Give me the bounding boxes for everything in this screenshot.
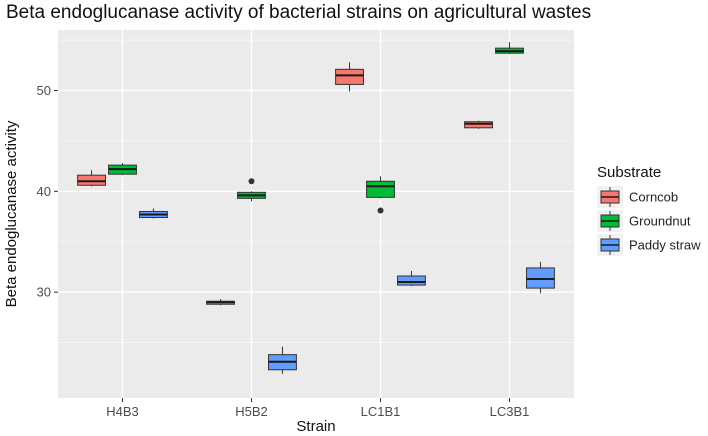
x-tick-label: LC1B1 bbox=[361, 404, 401, 419]
x-axis-title: Strain bbox=[296, 418, 335, 435]
box-body bbox=[366, 180, 395, 198]
axes: 30 40 50 H4B3 H5B2 LC1B1 LC3B1 Strain Beta en… bbox=[3, 83, 529, 435]
x-axis: H4B3 H5B2 LC1B1 LC3B1 bbox=[106, 398, 529, 419]
box-paddy-straw-lc3b1 bbox=[526, 261, 555, 294]
x-tick-label: LC3B1 bbox=[490, 404, 530, 419]
legend-label: Corncob bbox=[629, 190, 678, 205]
x-tick-label: H4B3 bbox=[106, 404, 139, 419]
box-body bbox=[464, 121, 493, 129]
box-groundnut-lc1b1 bbox=[366, 176, 395, 214]
legend-title: Substrate bbox=[597, 164, 661, 181]
box-groundnut-h5b2 bbox=[237, 178, 266, 202]
legend: Substrate Corncob Groundnut Paddy straw bbox=[591, 156, 704, 264]
box-body bbox=[77, 174, 106, 186]
box-corncob-h5b2 bbox=[206, 299, 235, 306]
grid-lines bbox=[58, 30, 574, 398]
y-tick-label: 50 bbox=[37, 83, 51, 98]
box-groundnut-h4b3 bbox=[108, 163, 137, 176]
y-tick-label: 40 bbox=[37, 184, 51, 199]
box-body bbox=[397, 275, 426, 286]
y-tick-label: 30 bbox=[37, 285, 51, 300]
box-corncob-lc3b1 bbox=[464, 120, 493, 129]
box-corncob-lc1b1 bbox=[335, 62, 364, 92]
chart-title: Beta endoglucanase activity of bacterial… bbox=[6, 2, 592, 23]
y-axis-title: Beta endoglucanase activity bbox=[3, 120, 20, 307]
legend-label: Groundnut bbox=[629, 214, 691, 229]
boxplot-layer bbox=[77, 42, 555, 374]
legend-item-corncob: Corncob bbox=[597, 186, 678, 208]
legend-label: Paddy straw bbox=[629, 238, 701, 253]
y-axis: 30 40 50 bbox=[37, 83, 58, 300]
x-tick-label: H5B2 bbox=[235, 404, 268, 419]
box-paddy-straw-h5b2 bbox=[268, 346, 297, 374]
box-outlier bbox=[377, 207, 384, 214]
box-corncob-h4b3 bbox=[77, 170, 106, 187]
box-outlier bbox=[248, 178, 255, 185]
box-paddy-straw-lc1b1 bbox=[397, 270, 426, 287]
legend-item-paddy-straw: Paddy straw bbox=[597, 234, 701, 256]
box-body bbox=[335, 68, 364, 85]
box-paddy-straw-h4b3 bbox=[139, 208, 168, 219]
box-groundnut-lc3b1 bbox=[495, 42, 524, 55]
legend-item-groundnut: Groundnut bbox=[597, 210, 691, 232]
box-body bbox=[526, 267, 555, 289]
